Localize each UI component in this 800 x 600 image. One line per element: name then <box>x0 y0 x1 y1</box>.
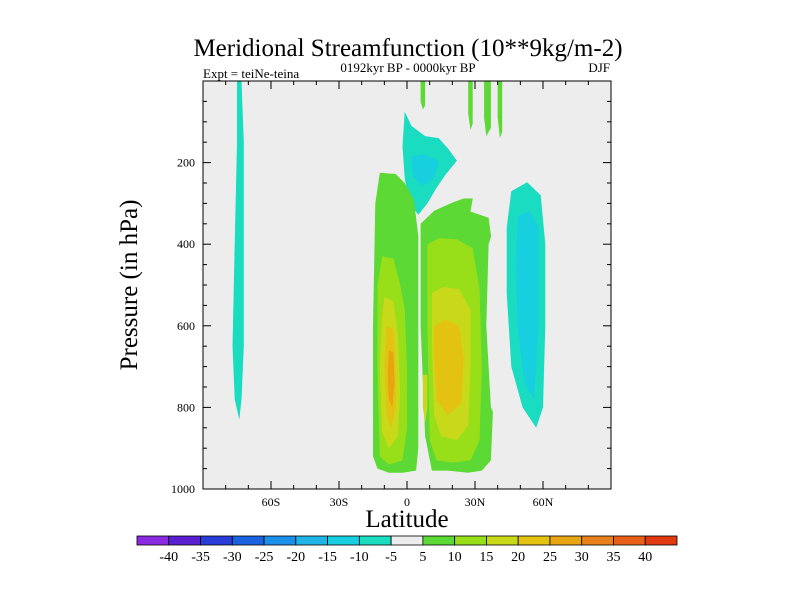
experiment-label: Expt = teiNe-teina <box>203 66 299 81</box>
contour-region-sh-cell-25 <box>387 350 395 408</box>
colorbar-label: 40 <box>638 550 652 565</box>
colorbar-label: 35 <box>606 550 620 565</box>
y-tick-label: 1000 <box>171 482 195 496</box>
colorbar-swatch <box>517 535 551 546</box>
y-tick-label: 600 <box>177 319 195 333</box>
colorbar-swatch <box>644 535 678 546</box>
contour-region-nh-cell-20 <box>434 319 464 416</box>
chart-subtitle: 0192kyr BP - 0000kyr BP <box>340 60 475 75</box>
colorbar-label: 20 <box>511 550 525 565</box>
colorbar-label: -40 <box>159 550 178 565</box>
contour-region-tropical-upper-negative-core <box>411 154 439 187</box>
season-label: DJF <box>588 60 610 75</box>
chart-title: Meridional Streamfunction (10**9kg/m-2) <box>193 35 622 62</box>
contour-regions <box>232 81 575 473</box>
colorbar-label: -25 <box>255 550 274 565</box>
colorbar-label: 10 <box>448 550 462 565</box>
colorbar-swatch <box>549 535 583 546</box>
colorbar-swatch <box>295 535 328 546</box>
colorbar-label: -10 <box>350 550 369 565</box>
colorbar-swatch <box>454 535 487 546</box>
colorbar-swatch <box>422 535 456 546</box>
colorbar-swatch <box>168 535 201 546</box>
colorbar-label: -15 <box>318 550 337 565</box>
x-tick-label: 60N <box>533 495 554 509</box>
colorbar-label: -30 <box>223 550 242 565</box>
colorbar-swatch <box>327 535 360 546</box>
x-tick-label: 60S <box>262 495 281 509</box>
axis-ticks <box>203 81 611 490</box>
y-tick-labels: 200 400 600 800 1000 <box>171 156 195 496</box>
contour-region-nh-positive-strip-d <box>497 81 503 139</box>
contour-region-nh-positive-strip-b <box>468 81 473 130</box>
y-axis-label: Pressure (in hPa) <box>116 200 143 371</box>
y-tick-label: 400 <box>177 237 195 251</box>
colorbar-swatch <box>263 535 297 546</box>
colorbar-swatch <box>200 535 233 546</box>
x-tick-label: 0 <box>404 495 410 509</box>
y-tick-label: 800 <box>177 400 195 414</box>
colorbar <box>136 535 678 546</box>
plot-frame <box>202 80 612 490</box>
colorbar-label: 25 <box>543 550 557 565</box>
colorbar-label: -5 <box>385 550 397 565</box>
colorbar-label: -20 <box>286 550 305 565</box>
x-axis-label: Latitude <box>365 506 448 533</box>
contour-region-nh-positive-strip-a <box>420 81 426 110</box>
colorbar-swatch <box>390 535 424 546</box>
contour-region-sh-narrow-negative-column <box>232 81 244 420</box>
colorbar-labels: -40 -35 -30 -25 -20 -15 -10 -5 5 10 15 20 25 30 35 40 <box>159 550 652 565</box>
x-tick-label: 30S <box>330 495 349 509</box>
colorbar-swatch <box>231 535 265 546</box>
colorbar-swatch <box>136 535 170 546</box>
plot-area <box>202 80 612 490</box>
colorbar-label: 15 <box>479 550 493 565</box>
contour-region-nh-small-negative-strip <box>571 366 575 445</box>
colorbar-swatch <box>613 535 646 546</box>
y-tick-label: 200 <box>177 156 195 170</box>
colorbar-swatch <box>486 535 519 546</box>
contour-region-tropical-mid-positive-strip <box>422 374 428 424</box>
colorbar-swatch <box>581 535 614 546</box>
colorbar-swatch <box>358 535 392 546</box>
contour-region-nh-positive-strip-c <box>484 81 491 137</box>
colorbar-label: -35 <box>191 550 210 565</box>
colorbar-label: 30 <box>575 550 589 565</box>
contour-region-nh-negative-cell-15 <box>515 210 539 400</box>
colorbar-label: 5 <box>419 550 426 565</box>
x-tick-labels: 60S 30S 0 30N 60N <box>262 495 554 509</box>
x-tick-label: 30N <box>465 495 486 509</box>
